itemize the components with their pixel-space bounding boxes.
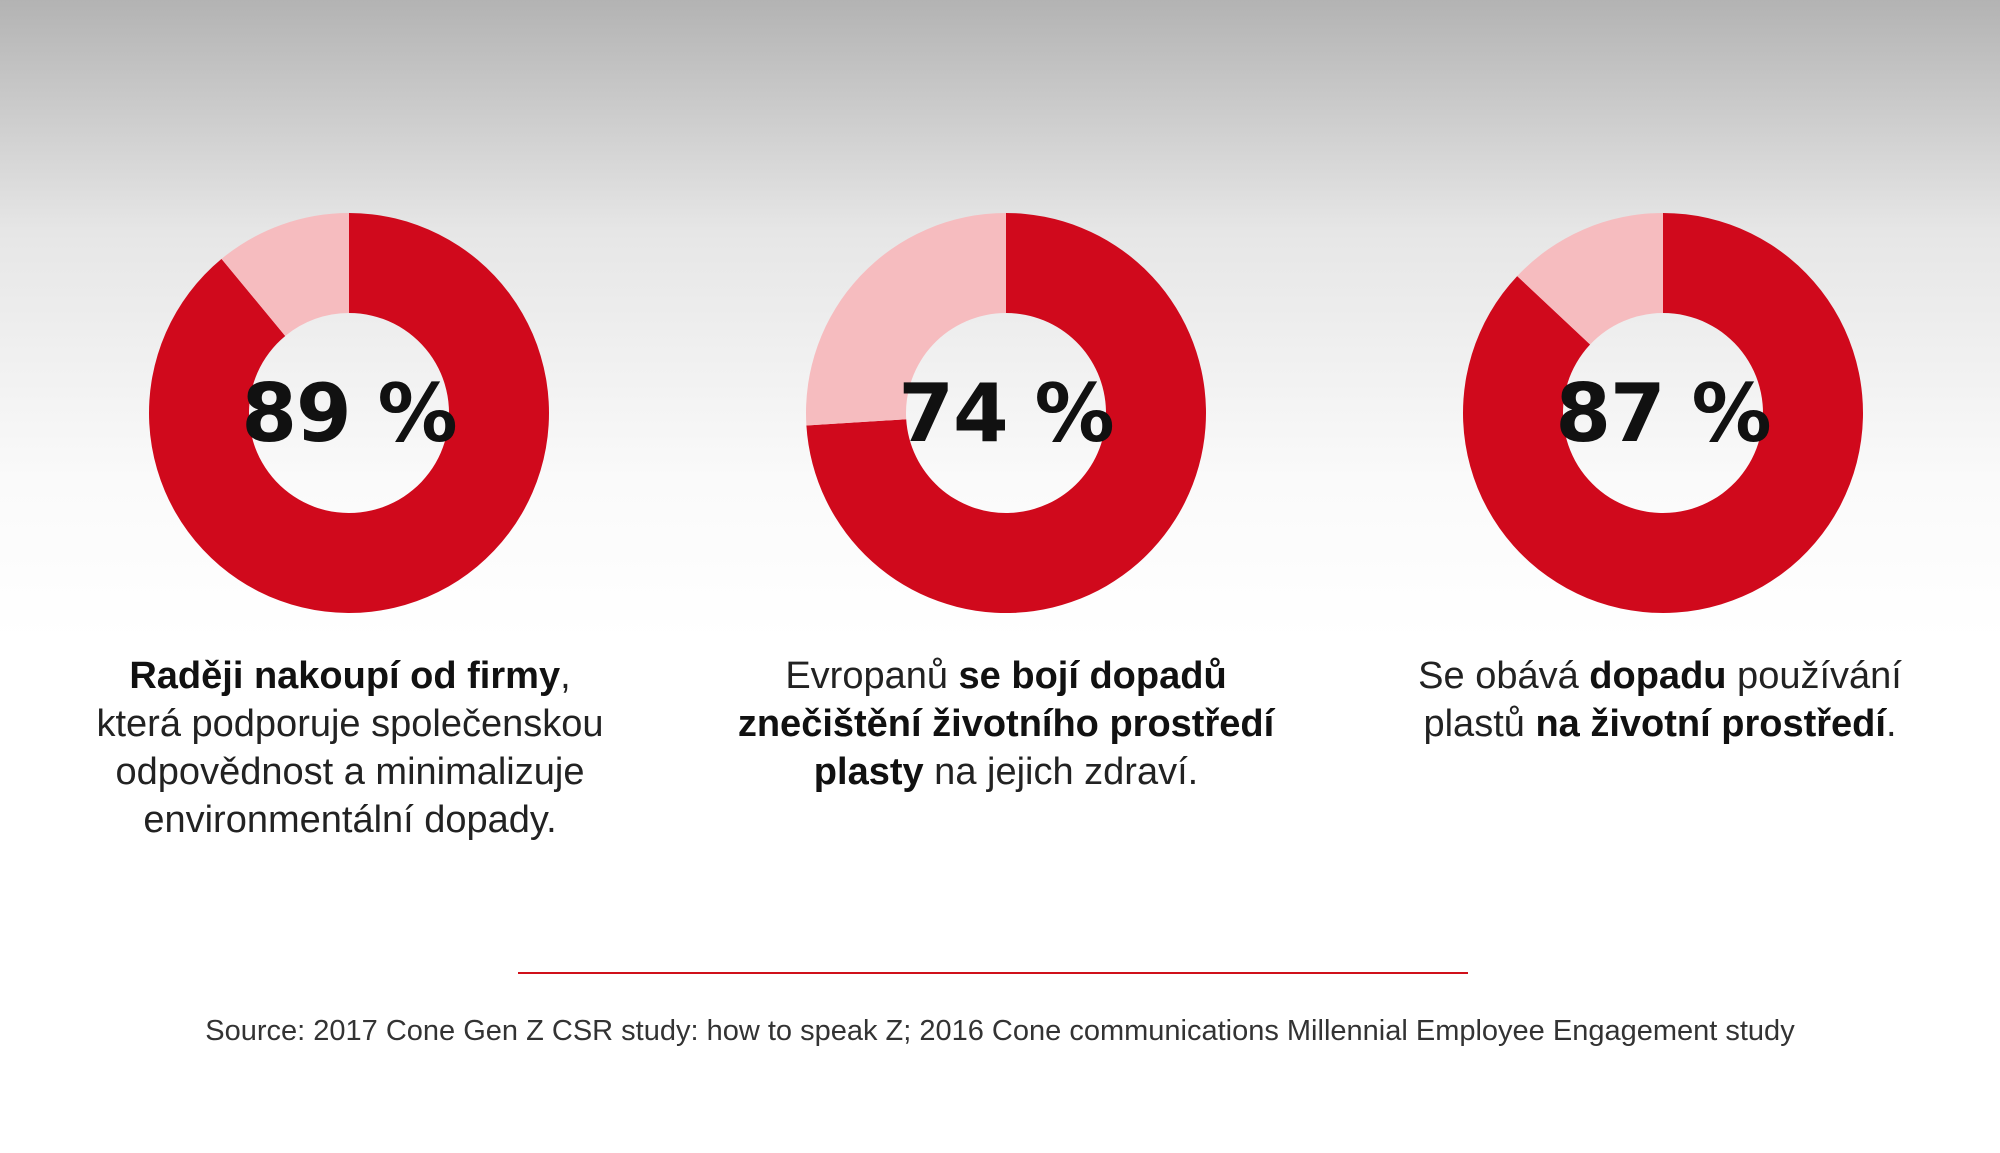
donut-slice-value-3: [1463, 213, 1863, 613]
caption-1-text-run: environmentální dopady.: [143, 799, 557, 841]
donut-slice-remainder-3: [1517, 213, 1663, 345]
donut-slice-value-2: [806, 213, 1206, 613]
caption-3-text-run: Se obává: [1418, 655, 1590, 697]
donut-slice-remainder-2: [806, 213, 1006, 426]
caption-3-text-run: plastů: [1423, 703, 1536, 745]
divider-rule: [518, 972, 1468, 974]
donut-chart-1: 89 %: [146, 210, 552, 616]
caption-2: Evropanů se bojí dopadů znečištění životn…: [666, 652, 1346, 796]
caption-2-text-run: znečištění životního prostředí: [737, 703, 1275, 745]
donut-svg-3: [1463, 213, 1863, 613]
caption-2-text-run: Evropanů: [785, 655, 959, 697]
caption-1-text-run: odpovědnost a minimalizuje: [115, 751, 585, 793]
donut-slice-value-1: [149, 213, 549, 613]
donut-svg-2: [806, 213, 1206, 613]
caption-2-text-run: na jejich zdraví.: [923, 751, 1199, 793]
source-note: Source: 2017 Cone Gen Z CSR study: how t…: [205, 1015, 1795, 1047]
percent-label-1: 89 %: [241, 366, 457, 460]
caption-1: Raději nakoupí od firmy, která podporuje …: [30, 652, 670, 844]
caption-1-text-run: Raději nakoupí od firmy: [129, 655, 561, 697]
percent-label-2: 74 %: [898, 366, 1114, 460]
caption-2-text-run: plasty: [813, 751, 924, 793]
caption-2-text-run: se bojí dopadů: [958, 655, 1227, 697]
donut-chart-2: 74 %: [803, 210, 1209, 616]
caption-3-text-run: používání: [1726, 655, 1902, 697]
caption-1-text-run: ,: [560, 655, 571, 697]
caption-1-text-run: která podporuje společenskou: [96, 703, 604, 745]
caption-3-text-run: .: [1885, 703, 1897, 745]
donut-svg-1: [149, 213, 549, 613]
donut-slice-remainder-1: [221, 213, 349, 336]
percent-label-3: 87 %: [1555, 366, 1771, 460]
caption-3-text-run: na životní prostředí: [1535, 703, 1886, 745]
caption-3-text-run: dopadu: [1589, 655, 1727, 697]
donut-chart-3: 87 %: [1460, 210, 1866, 616]
caption-3: Se obává dopadu používání plastů na život…: [1340, 652, 1980, 748]
